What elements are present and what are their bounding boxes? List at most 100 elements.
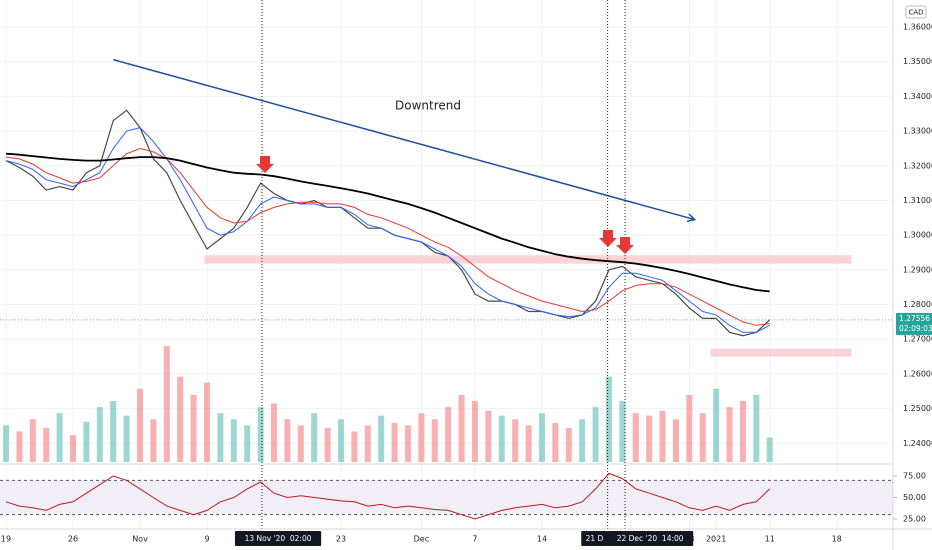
x-tick-label: 9 <box>204 535 209 544</box>
currency-box <box>905 5 927 19</box>
trend-line <box>113 58 695 221</box>
volume-bar <box>177 376 184 462</box>
time-pill-label: 22 Dec '20 14:00 <box>617 534 684 543</box>
time-pill <box>581 531 608 546</box>
y-tick-label: 1.24000 <box>903 439 932 448</box>
last-price-label: 1.27556 <box>899 314 930 323</box>
x-tick-label: 26 <box>68 535 78 544</box>
y-tick-label: 1.31000 <box>903 196 932 205</box>
zone <box>710 348 852 357</box>
y-tick-label: 1.28000 <box>903 300 932 309</box>
volume-bar <box>445 407 452 462</box>
volume-bar <box>96 407 103 462</box>
y-tick-label: 75.00 <box>903 472 926 481</box>
x-tick-label: 11 <box>765 535 775 544</box>
x-tick-label: Dec <box>414 535 429 544</box>
volume-bar <box>592 407 599 462</box>
x-tick-label: 14 <box>537 535 547 544</box>
volume-bar <box>217 413 224 462</box>
volume-bar <box>83 421 90 462</box>
trend-arrowhead <box>686 213 697 223</box>
volume-bar <box>605 376 612 462</box>
x-tick-label: 19 <box>1 535 11 544</box>
volume-bar <box>337 419 344 462</box>
countdown: 02:09:03 <box>899 324 932 333</box>
rsi-band <box>0 480 893 515</box>
volume-bar <box>699 413 706 462</box>
volume-bar <box>713 388 720 462</box>
volume-bar <box>190 394 197 462</box>
y-tick-label: 50.00 <box>903 493 926 502</box>
volume-bar <box>297 425 304 462</box>
zone <box>204 255 852 264</box>
volume-bar <box>364 425 371 462</box>
volume-bar <box>56 413 63 462</box>
plot <box>0 0 893 530</box>
volume-bar <box>204 382 211 462</box>
volume-bar <box>418 413 425 462</box>
volume-bar <box>378 415 385 462</box>
y-tick-label: 1.29000 <box>903 265 932 274</box>
volume-bar <box>538 413 545 462</box>
volume-bar <box>686 394 693 462</box>
time-pill <box>234 531 322 546</box>
volume-bar <box>230 419 237 462</box>
price-line <box>5 147 770 326</box>
volume-bar <box>137 388 144 462</box>
x-tick-label: 2021 <box>706 535 726 544</box>
y-tick-label: 1.33000 <box>903 127 932 136</box>
volume-bar <box>458 394 465 462</box>
volume-bar <box>485 410 492 462</box>
y-tick-label: 1.36000 <box>903 23 932 32</box>
volume-bar <box>150 419 157 462</box>
volume-bar <box>672 419 679 462</box>
volume-bar <box>163 346 170 462</box>
arrow <box>616 237 634 254</box>
volume-bar <box>753 394 760 462</box>
grid <box>0 0 893 529</box>
volume-bar <box>16 431 23 462</box>
annotation: Downtrend <box>395 99 461 113</box>
arrow <box>599 230 617 247</box>
volume-bar <box>351 431 358 462</box>
volume-bar <box>646 415 653 462</box>
y-tick-label: 1.30000 <box>903 231 932 240</box>
volume-bar <box>110 401 117 462</box>
volume-bar <box>632 413 639 462</box>
volume-bar <box>404 425 411 462</box>
volume-bar <box>552 422 559 462</box>
volume-bar <box>766 437 773 462</box>
currency: CAD <box>908 9 923 17</box>
y-tick-label: 1.35000 <box>903 57 932 66</box>
volume-bar <box>270 403 277 462</box>
volume-bar <box>726 407 733 462</box>
time-pill <box>607 531 694 546</box>
volume-bar <box>739 401 746 462</box>
volume-bar <box>70 435 77 462</box>
y-tick-label: 1.25000 <box>903 404 932 413</box>
volume-bar <box>512 419 519 462</box>
volume-bar <box>498 415 505 462</box>
last-price-box <box>896 312 932 335</box>
volume-bar <box>244 425 251 462</box>
volume-bar <box>619 401 626 462</box>
rsi-line <box>5 472 771 520</box>
y-tick-label: 1.27000 <box>903 335 932 344</box>
x-tick-label: 23 <box>336 535 346 544</box>
volume-bar <box>324 427 331 462</box>
time-pill-label: 13 Nov '20 02:00 <box>245 534 312 543</box>
volume-bar <box>431 419 438 462</box>
x-tick-label: 7 <box>472 535 477 544</box>
volume-bar <box>471 401 478 462</box>
volume-bar <box>257 407 264 462</box>
price-line <box>5 152 770 293</box>
volume-bar <box>311 413 318 462</box>
time-pill-label: 21 D <box>586 534 604 543</box>
volume-bar <box>391 422 398 462</box>
volume-bar <box>659 410 666 462</box>
y-tick-label: 1.32000 <box>903 161 932 170</box>
x-tick-label: 18 <box>832 535 842 544</box>
y-tick-label: 25.00 <box>903 514 926 523</box>
